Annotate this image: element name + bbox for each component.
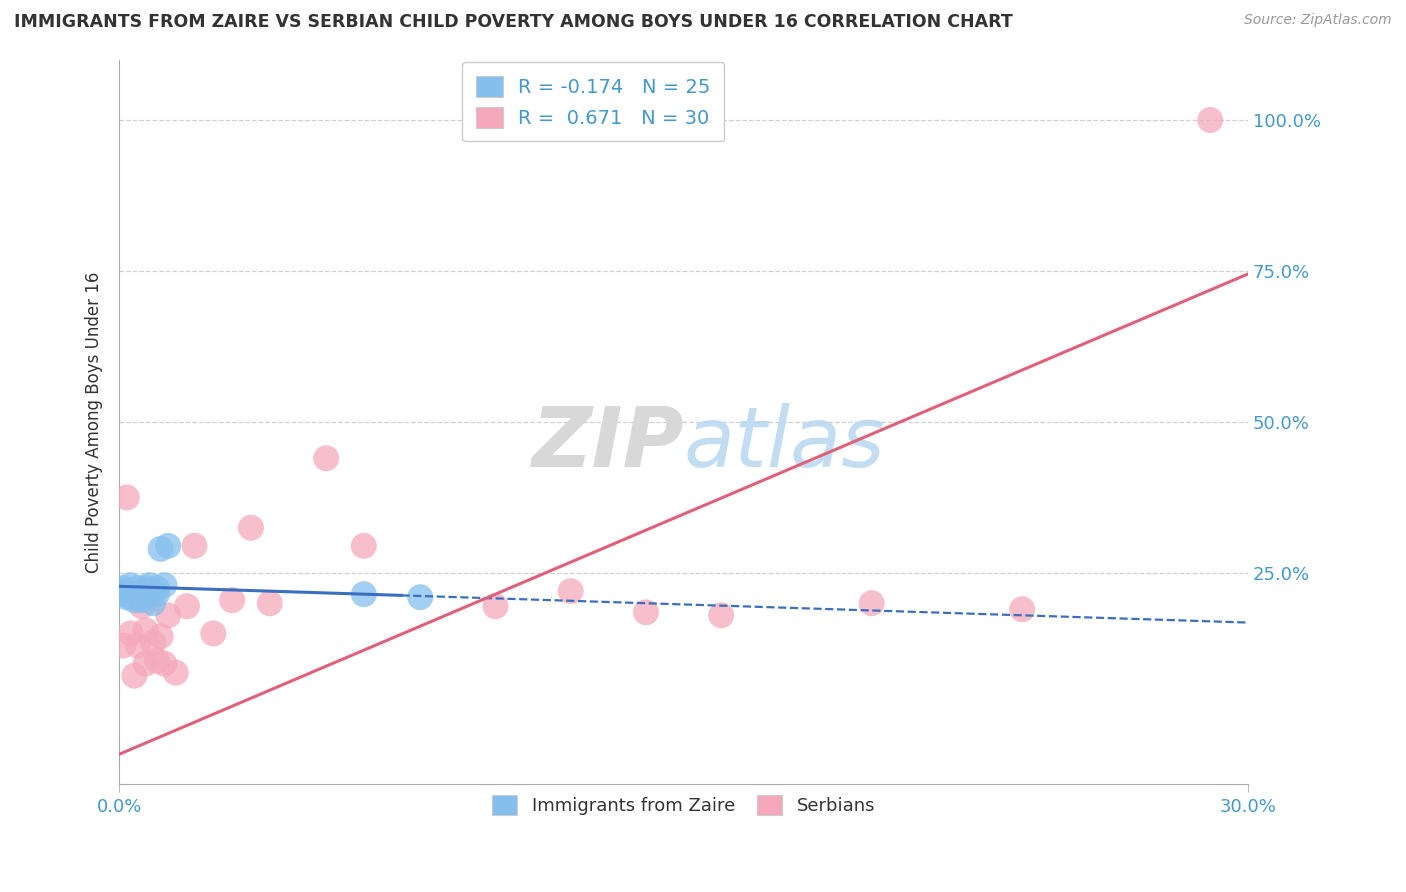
Point <box>860 596 883 610</box>
Point <box>115 584 138 599</box>
Point <box>135 581 157 595</box>
Legend: Immigrants from Zaire, Serbians: Immigrants from Zaire, Serbians <box>481 785 886 826</box>
Point <box>149 630 172 644</box>
Point <box>135 657 157 671</box>
Point <box>135 590 157 604</box>
Point <box>353 587 375 601</box>
Point <box>1199 113 1222 128</box>
Point <box>142 596 165 610</box>
Point <box>120 578 142 592</box>
Point <box>142 635 165 649</box>
Point <box>315 451 337 466</box>
Text: IMMIGRANTS FROM ZAIRE VS SERBIAN CHILD POVERTY AMONG BOYS UNDER 16 CORRELATION C: IMMIGRANTS FROM ZAIRE VS SERBIAN CHILD P… <box>14 13 1012 31</box>
Point <box>239 521 262 535</box>
Point <box>120 587 142 601</box>
Point <box>124 669 146 683</box>
Point <box>176 599 198 614</box>
Point <box>1011 602 1033 616</box>
Point <box>202 626 225 640</box>
Point <box>149 541 172 556</box>
Point <box>131 584 153 599</box>
Point <box>138 578 160 592</box>
Point <box>634 605 657 619</box>
Point <box>183 539 205 553</box>
Point <box>120 626 142 640</box>
Point <box>353 539 375 553</box>
Point <box>146 581 169 595</box>
Point <box>112 587 135 601</box>
Point <box>127 581 149 595</box>
Y-axis label: Child Poverty Among Boys Under 16: Child Poverty Among Boys Under 16 <box>86 271 103 573</box>
Point <box>124 587 146 601</box>
Point <box>115 590 138 604</box>
Point <box>484 599 506 614</box>
Text: atlas: atlas <box>683 403 886 484</box>
Point <box>157 539 180 553</box>
Point <box>135 624 157 638</box>
Point <box>146 587 169 601</box>
Point <box>165 665 187 680</box>
Point <box>157 608 180 623</box>
Point <box>112 639 135 653</box>
Point <box>560 584 582 599</box>
Point <box>138 593 160 607</box>
Point <box>409 590 432 604</box>
Point <box>221 593 243 607</box>
Point <box>112 581 135 595</box>
Point <box>153 578 176 592</box>
Point <box>138 587 160 601</box>
Point <box>146 654 169 668</box>
Point <box>131 593 153 607</box>
Point <box>124 593 146 607</box>
Point <box>131 599 153 614</box>
Point <box>127 639 149 653</box>
Point <box>142 584 165 599</box>
Point <box>259 596 281 610</box>
Point <box>127 590 149 604</box>
Point <box>153 657 176 671</box>
Text: ZIP: ZIP <box>531 403 683 484</box>
Text: Source: ZipAtlas.com: Source: ZipAtlas.com <box>1244 13 1392 28</box>
Point <box>115 491 138 505</box>
Point <box>710 608 733 623</box>
